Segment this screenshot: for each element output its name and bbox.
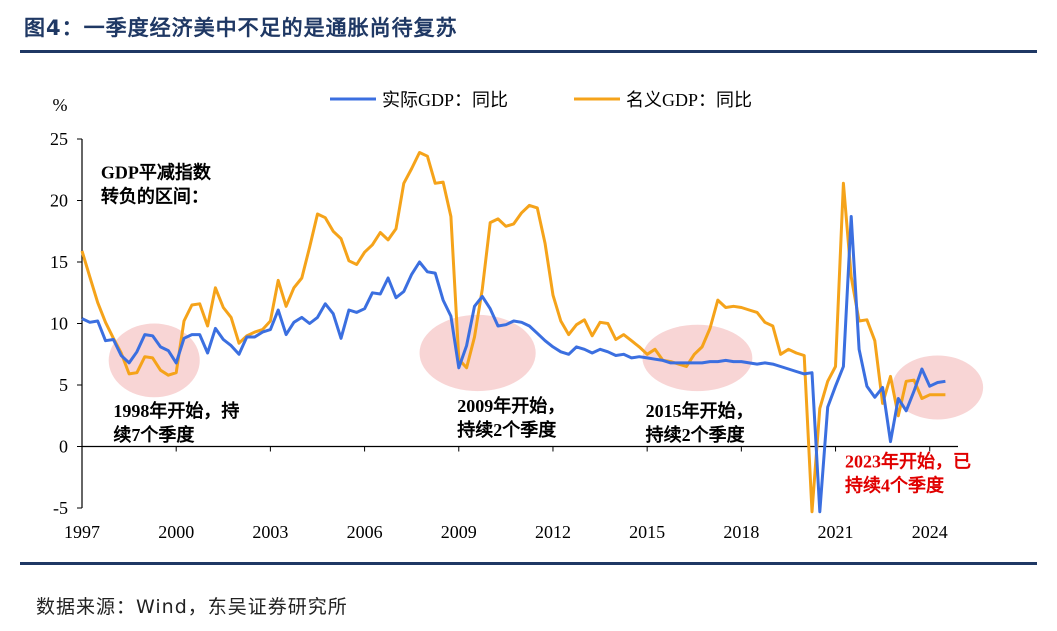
gdp-line-chart: -5 0 5 10 15 20 25% 1997 2000 2003 2006 2009 2012 201…	[50, 90, 984, 542]
annotation-1: 1998年开始，持续7个季度	[113, 400, 239, 445]
chart-axes: -5 0 5 10 15 20 25% 1997 2000 2003 2006 2009 2012 201…	[50, 95, 958, 542]
annotation-4: 2023年开始，已持续4个季度	[845, 450, 971, 495]
y-tick-label: -5	[53, 498, 68, 518]
highlight-ellipse-1	[419, 314, 536, 392]
x-tick-label: 2003	[252, 522, 288, 542]
y-tick-label: 20	[50, 191, 68, 211]
source-note: 数据来源：Wind，东吴证券研究所	[36, 596, 348, 618]
x-tick-label: 2015	[629, 522, 665, 542]
y-tick-label: 15	[50, 252, 68, 272]
real-gdp-line	[81, 215, 946, 514]
y-tick-label: 0	[59, 437, 68, 457]
chart-annotations: GDP平减指数转负的区间： 1998年开始，持续7个季度 2009年开始， 持续2个季…	[101, 161, 971, 495]
x-tick-label: 2012	[535, 522, 571, 542]
highlight-ellipse-2	[642, 324, 753, 392]
annotation-0: GDP平减指数转负的区间：	[101, 161, 212, 206]
annotation-line: 持续4个季度	[845, 474, 945, 495]
deflation-highlights	[108, 314, 984, 420]
x-tick-label: 2000	[158, 522, 194, 542]
y-tick-label: 5	[59, 375, 68, 395]
x-tick-label: 2024	[912, 522, 948, 542]
annotation-line: 2009年开始，	[457, 395, 565, 416]
annotation-line: 1998年开始，持	[113, 400, 239, 421]
annotation-2: 2009年开始， 持续2个季度	[457, 395, 565, 440]
legend-label-0: 实际GDP：同比	[382, 90, 508, 110]
x-tick-label: 2021	[818, 522, 854, 542]
x-tick-label: 1997	[64, 522, 100, 542]
title-rule	[20, 50, 1037, 53]
annotation-line: 续7个季度	[113, 424, 195, 445]
annotation-line: 2023年开始，已	[845, 450, 971, 471]
y-tick-label: 25	[50, 129, 68, 149]
nominal-gdp-line	[80, 151, 946, 514]
y-axis-unit: %	[53, 95, 68, 115]
chart-series	[80, 151, 946, 514]
legend-label-1: 名义GDP：同比	[626, 90, 752, 110]
annotation-line: 2015年开始，	[646, 400, 754, 421]
annotation-3: 2015年开始， 持续2个季度	[646, 400, 754, 445]
annotation-line: 持续2个季度	[457, 419, 557, 440]
x-tick-label: 2009	[441, 522, 477, 542]
annotation-line: 持续2个季度	[646, 424, 746, 445]
x-tick-label: 2006	[347, 522, 383, 542]
annotation-line: GDP平减指数	[101, 161, 212, 182]
x-tick-label: 2018	[723, 522, 759, 542]
footer-rule	[20, 562, 1037, 565]
chart-legend: 实际GDP：同比 名义GDP：同比	[330, 90, 752, 110]
highlight-ellipse-3	[892, 355, 984, 420]
y-tick-label: 10	[50, 314, 68, 334]
figure-title: 图4：一季度经济美中不足的是通胀尚待复苏	[24, 16, 458, 40]
annotation-line: 转负的区间：	[101, 185, 209, 206]
